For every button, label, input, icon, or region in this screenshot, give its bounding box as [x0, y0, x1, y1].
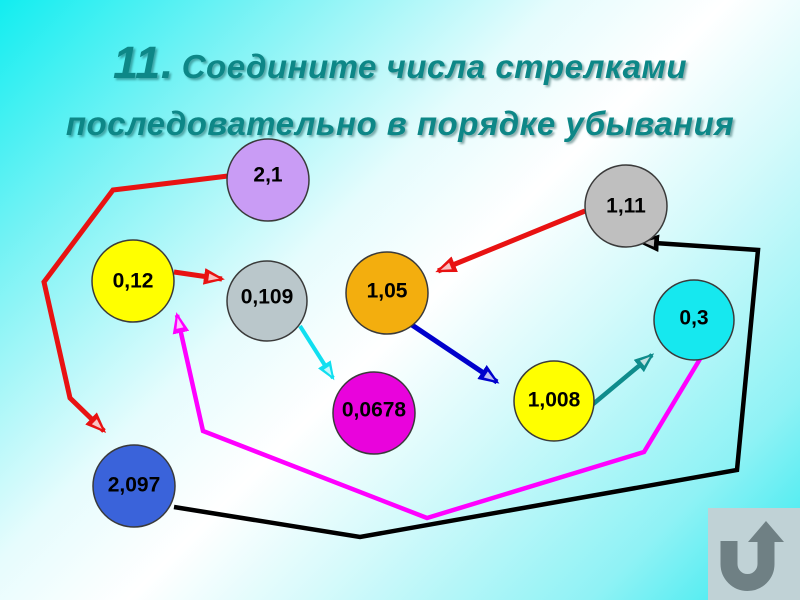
node-circle [584, 164, 668, 248]
u-turn-arrow-icon [720, 521, 784, 591]
arrow-0-109-to-0-0678 [298, 324, 335, 381]
arrow-1-11-to-1-05 [435, 208, 586, 274]
arrow-0-3-to-0-12 [172, 312, 702, 521]
node-label: 2,1 [253, 164, 283, 187]
node-1-05: 1,05 [345, 251, 429, 335]
node-label: 0,12 [113, 270, 154, 293]
node-label: 0,109 [241, 286, 294, 309]
node-0-12: 0,12 [91, 239, 175, 323]
node-label: 1,05 [367, 280, 408, 303]
node-circle [226, 138, 310, 222]
node-circle [513, 360, 595, 442]
node-2-097: 2,097 [92, 444, 176, 528]
arrow-0-12-to-0-109 [173, 268, 225, 285]
node-label: 2,097 [108, 474, 161, 497]
node-label: 1,11 [606, 195, 646, 218]
node-0-3: 0,3 [653, 279, 735, 361]
arrow-1-008-to-0-3 [590, 353, 655, 407]
arrow-2-1-to-2-097 [41, 173, 229, 434]
node-circle [332, 371, 416, 455]
node-0-109: 0,109 [226, 260, 308, 342]
node-2-1: 2,1 [226, 138, 310, 222]
node-circle [226, 260, 308, 342]
node-label: 0,3 [679, 307, 708, 330]
node-1-008: 1,008 [513, 360, 595, 442]
node-circle [91, 239, 175, 323]
return-button[interactable] [708, 508, 800, 600]
arrow-2-097-to-1-11 [173, 234, 761, 540]
node-label: 0,0678 [342, 399, 407, 422]
node-circle [345, 251, 429, 335]
node-label: 1,008 [528, 389, 581, 412]
node-circle [92, 444, 176, 528]
node-0-0678: 0,0678 [332, 371, 416, 455]
arrow-1-05-to-1-008 [410, 322, 500, 385]
node-1-11: 1,11 [584, 164, 668, 248]
node-circle [653, 279, 735, 361]
